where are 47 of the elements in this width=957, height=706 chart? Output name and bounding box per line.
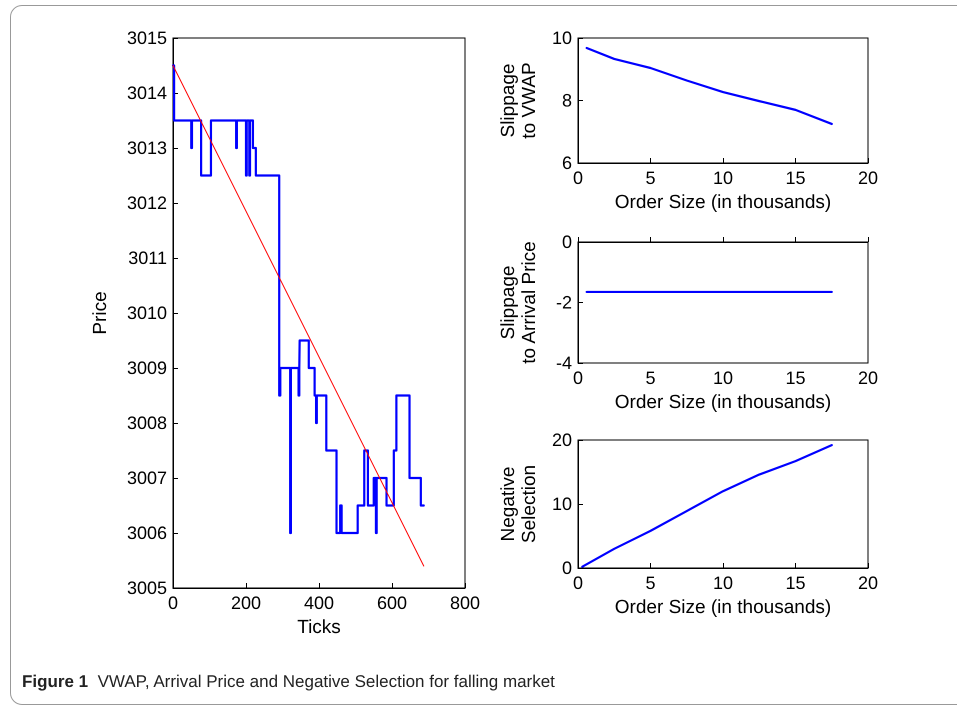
x-tick-label: 20 <box>858 368 878 388</box>
x-tick-label: 10 <box>712 573 734 593</box>
x-tick-label: 5 <box>645 573 656 593</box>
y-tick-label: 8 <box>562 90 572 110</box>
y-tick-label: 10 <box>552 28 572 48</box>
y-tick-label: 6 <box>562 153 572 173</box>
y-tick-label: 3006 <box>126 523 167 543</box>
x-tick-label: 20 <box>858 573 878 593</box>
y-tick-label: 3015 <box>126 28 167 48</box>
y-tick-label: 3007 <box>126 468 167 488</box>
y-tick-label: 3011 <box>128 248 167 268</box>
line-series <box>581 444 833 568</box>
y-tick-label: 20 <box>552 430 572 450</box>
y-tick-label: 3014 <box>126 83 167 103</box>
x-axis-title: Order Size (in thousands) <box>614 192 832 213</box>
x-tick-label: 15 <box>785 573 806 593</box>
x-tick-label: 10 <box>712 168 734 188</box>
y-tick-label: 3010 <box>126 303 167 323</box>
x-tick-label: 5 <box>645 168 656 188</box>
x-tick-label: 15 <box>785 168 806 188</box>
y-tick-label: 0 <box>562 558 572 578</box>
x-tick-label: 200 <box>230 593 262 613</box>
y-axis-title: Slippage to Arrival Price <box>498 241 540 364</box>
x-axis-title: Order Size (in thousands) <box>614 392 832 413</box>
y-tick-label: 3008 <box>126 413 167 433</box>
y-tick-label: 10 <box>552 494 572 514</box>
caption: Figure 1 VWAP, Arrival Price and Negative Selection for falling market <box>22 672 555 691</box>
x-tick-label: 15 <box>785 368 806 388</box>
line-series <box>586 46 833 126</box>
y-tick-label: -4 <box>556 353 572 373</box>
x-tick-label: 600 <box>376 593 408 613</box>
y-tick-label: 3012 <box>126 193 167 213</box>
y-tick-label: 3009 <box>126 358 167 378</box>
y-tick-label: 0 <box>562 232 572 252</box>
x-tick-label: 800 <box>450 593 480 613</box>
y-tick-label: 3005 <box>126 578 167 598</box>
y-axis-title: Negative Selection <box>498 464 540 544</box>
x-tick-label: 20 <box>858 168 878 188</box>
x-axis-title: Ticks <box>297 616 341 638</box>
x-axis-title: Order Size (in thousands) <box>614 596 832 618</box>
y-tick-label: 3013 <box>126 138 167 158</box>
y-tick-label: -2 <box>556 292 572 312</box>
x-tick-label: 400 <box>304 593 334 613</box>
y-axis-title: Price <box>90 291 111 335</box>
x-tick-label: 5 <box>645 368 656 388</box>
y-axis-title: Slippage to VWAP <box>498 62 540 139</box>
x-tick-label: 10 <box>712 368 734 388</box>
